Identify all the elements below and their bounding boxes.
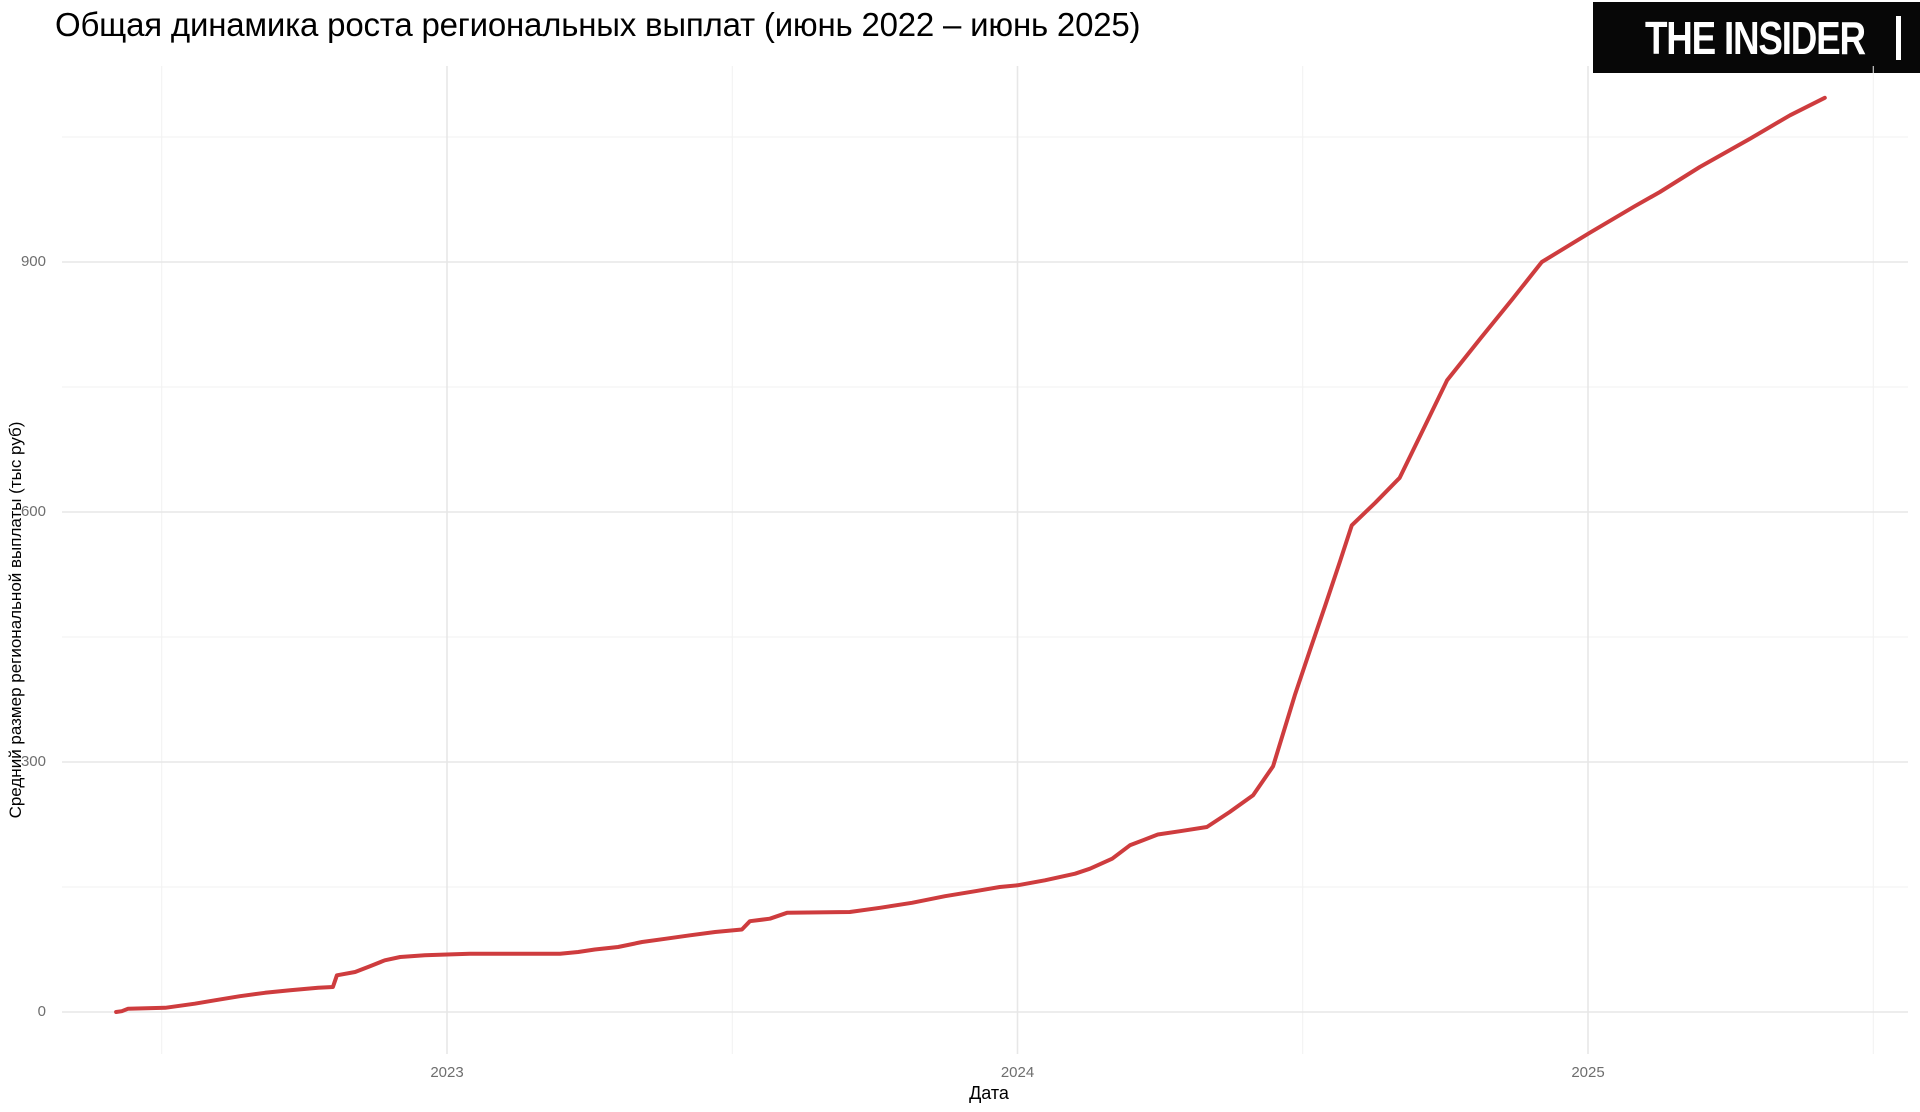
y-axis-tick-label: 0 <box>37 1003 46 1020</box>
y-axis-tick-label: 600 <box>20 503 46 520</box>
y-axis-tick-label: 900 <box>20 253 46 270</box>
logo-wordmark: THE INSIDER <box>1644 11 1866 64</box>
chart-title: Общая динамика роста региональных выплат… <box>55 6 1141 43</box>
logo-cursor-bar-icon <box>1896 15 1902 60</box>
x-axis-tick-label: 2023 <box>430 1064 464 1081</box>
x-axis-tick-label: 2024 <box>1000 1064 1035 1081</box>
payments-trend-line <box>114 95 1827 1014</box>
x-axis-tick-label: 2025 <box>1571 1064 1605 1081</box>
the-insider-logo: THE INSIDER <box>1593 2 1920 73</box>
x-axis-title: Дата <box>969 1083 1009 1103</box>
y-axis-tick-label: 300 <box>20 753 46 770</box>
